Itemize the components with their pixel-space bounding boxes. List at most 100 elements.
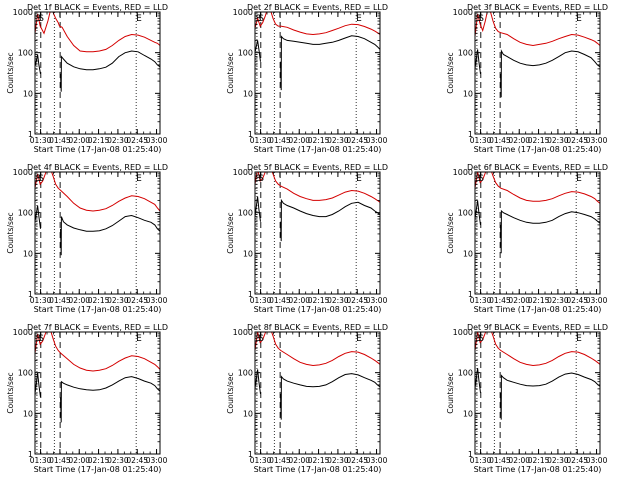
x-tick-label: 03:00 xyxy=(366,296,388,305)
event-annotation-3: E xyxy=(136,334,142,344)
y-tick-label: 10 xyxy=(463,409,473,418)
y-tick-label: 1000 xyxy=(233,8,253,17)
x-tick-label: 02:15 xyxy=(88,456,110,465)
event-annotation-1: S xyxy=(256,334,262,344)
y-tick-label: 1 xyxy=(468,290,473,299)
y-axis-label: Counts/sec xyxy=(446,52,455,93)
panel-9: 1 10 100 1000 01:3001:4502:0002:1502:3002:45… xyxy=(446,323,608,474)
lld-series-line xyxy=(255,332,380,367)
events-series-line xyxy=(475,200,600,254)
lld-series-line xyxy=(475,172,600,204)
y-tick-label: 1 xyxy=(248,450,253,459)
y-tick-label: 1000 xyxy=(13,8,33,17)
x-tick-label: 02:00 xyxy=(68,136,90,145)
x-tick-label: 02:30 xyxy=(107,456,129,465)
x-tick-label: 01:45 xyxy=(49,136,71,145)
event-annotation-2: S xyxy=(258,14,264,24)
x-tick-label: 01:30 xyxy=(250,136,272,145)
y-tick-label: 10 xyxy=(463,89,473,98)
panel-2: 1 10 100 1000 01:3001:4502:0002:1502:3002:45… xyxy=(226,3,388,154)
y-tick-label: 100 xyxy=(458,49,473,58)
y-tick-label: 1 xyxy=(28,450,33,459)
x-tick-label: 02:15 xyxy=(308,296,330,305)
event-annotation-1: S xyxy=(36,174,42,184)
y-tick-label: 1000 xyxy=(233,328,253,337)
x-tick-label: 02:15 xyxy=(308,136,330,145)
events-series-line xyxy=(35,372,160,423)
event-annotation-3: E xyxy=(576,174,582,184)
lld-series-line xyxy=(255,172,380,203)
plot-frame xyxy=(474,171,601,295)
panel-title: Det 3f BLACK = Events, RED = LLD xyxy=(467,3,608,12)
events-series-line xyxy=(475,49,600,98)
plot-frame xyxy=(34,11,161,135)
panel-title: Det 2f BLACK = Events, RED = LLD xyxy=(247,3,388,12)
lld-series-line xyxy=(475,12,600,47)
events-series-line xyxy=(255,369,380,420)
lld-series-line xyxy=(35,332,160,372)
panel-title: Det 8f BLACK = Events, RED = LLD xyxy=(247,323,388,332)
event-annotation-1: S xyxy=(256,14,262,24)
events-series-line xyxy=(255,35,380,91)
x-axis-label: Start Time (17-Jan-08 01:25:40) xyxy=(474,465,602,474)
event-annotation-1: S xyxy=(36,14,42,24)
event-annotation-3: E xyxy=(356,334,362,344)
panel-3: 1 10 100 1000 01:3001:4502:0002:1502:3002:45… xyxy=(446,3,608,154)
y-axis-label: Counts/sec xyxy=(226,52,235,93)
lld-series-line xyxy=(475,332,600,367)
event-annotation-3: E xyxy=(356,14,362,24)
x-tick-label: 02:00 xyxy=(508,296,530,305)
lld-series-line xyxy=(35,12,160,53)
y-tick-label: 100 xyxy=(18,209,33,218)
x-tick-label: 02:30 xyxy=(547,136,569,145)
series-group xyxy=(255,12,380,91)
x-tick-label: 02:45 xyxy=(566,136,588,145)
x-axis-label: Start Time (17-Jan-08 01:25:40) xyxy=(34,305,162,314)
event-annotation-3: E xyxy=(136,174,142,184)
plot-frame xyxy=(34,331,161,455)
plot-frame xyxy=(254,171,381,295)
x-tick-label: 02:30 xyxy=(327,456,349,465)
y-tick-label: 10 xyxy=(23,89,33,98)
x-tick-label: 02:00 xyxy=(508,456,530,465)
x-tick-label: 03:00 xyxy=(146,296,168,305)
series-group xyxy=(255,172,380,242)
x-axis-label: Start Time (17-Jan-08 01:25:40) xyxy=(34,465,162,474)
y-tick-label: 100 xyxy=(18,49,33,58)
x-tick-label: 02:30 xyxy=(327,296,349,305)
x-tick-label: 03:00 xyxy=(146,456,168,465)
x-axis-label: Start Time (17-Jan-08 01:25:40) xyxy=(254,465,382,474)
panel-title: Det 9f BLACK = Events, RED = LLD xyxy=(467,323,608,332)
plot-frame xyxy=(34,171,161,295)
event-annotation-2: S xyxy=(258,174,264,184)
x-tick-label: 02:15 xyxy=(88,296,110,305)
event-annotation-1: S xyxy=(256,174,262,184)
plot-frame xyxy=(474,11,601,135)
x-tick-label: 01:45 xyxy=(489,456,511,465)
x-tick-label: 02:30 xyxy=(107,136,129,145)
event-annotation-1: S xyxy=(476,14,482,24)
y-axis-label: Counts/sec xyxy=(226,372,235,413)
y-tick-label: 1 xyxy=(468,130,473,139)
x-tick-label: 02:00 xyxy=(68,296,90,305)
y-tick-label: 1000 xyxy=(13,168,33,177)
x-tick-label: 01:30 xyxy=(470,456,492,465)
series-group xyxy=(35,12,160,92)
panel-title: Det 6f BLACK = Events, RED = LLD xyxy=(467,163,608,172)
y-tick-label: 100 xyxy=(458,209,473,218)
event-annotation-1: S xyxy=(36,334,42,344)
panel-8: 1 10 100 1000 01:3001:4502:0002:1502:3002:45… xyxy=(226,323,388,474)
event-annotation-2: S xyxy=(478,174,484,184)
x-tick-label: 02:30 xyxy=(547,296,569,305)
y-tick-label: 100 xyxy=(458,369,473,378)
x-tick-label: 01:45 xyxy=(489,136,511,145)
x-tick-label: 02:15 xyxy=(528,136,550,145)
event-annotation-3: E xyxy=(576,14,582,24)
x-tick-label: 01:30 xyxy=(30,136,52,145)
panel-1: 1 10 100 1000 01:3001:4502:0002:1502:3002:45… xyxy=(6,3,168,154)
x-tick-label: 02:00 xyxy=(288,456,310,465)
panel-title: Det 1f BLACK = Events, RED = LLD xyxy=(27,3,168,12)
x-tick-label: 02:00 xyxy=(68,456,90,465)
